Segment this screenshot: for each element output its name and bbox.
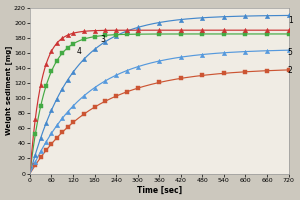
Text: 2: 2 bbox=[288, 66, 292, 75]
Text: 3: 3 bbox=[100, 35, 105, 44]
Text: 4: 4 bbox=[76, 47, 82, 56]
Y-axis label: Weight sediment [mg]: Weight sediment [mg] bbox=[6, 46, 13, 135]
X-axis label: Time [sec]: Time [sec] bbox=[137, 185, 182, 194]
Text: 5: 5 bbox=[288, 48, 293, 57]
Text: 1: 1 bbox=[288, 16, 292, 25]
